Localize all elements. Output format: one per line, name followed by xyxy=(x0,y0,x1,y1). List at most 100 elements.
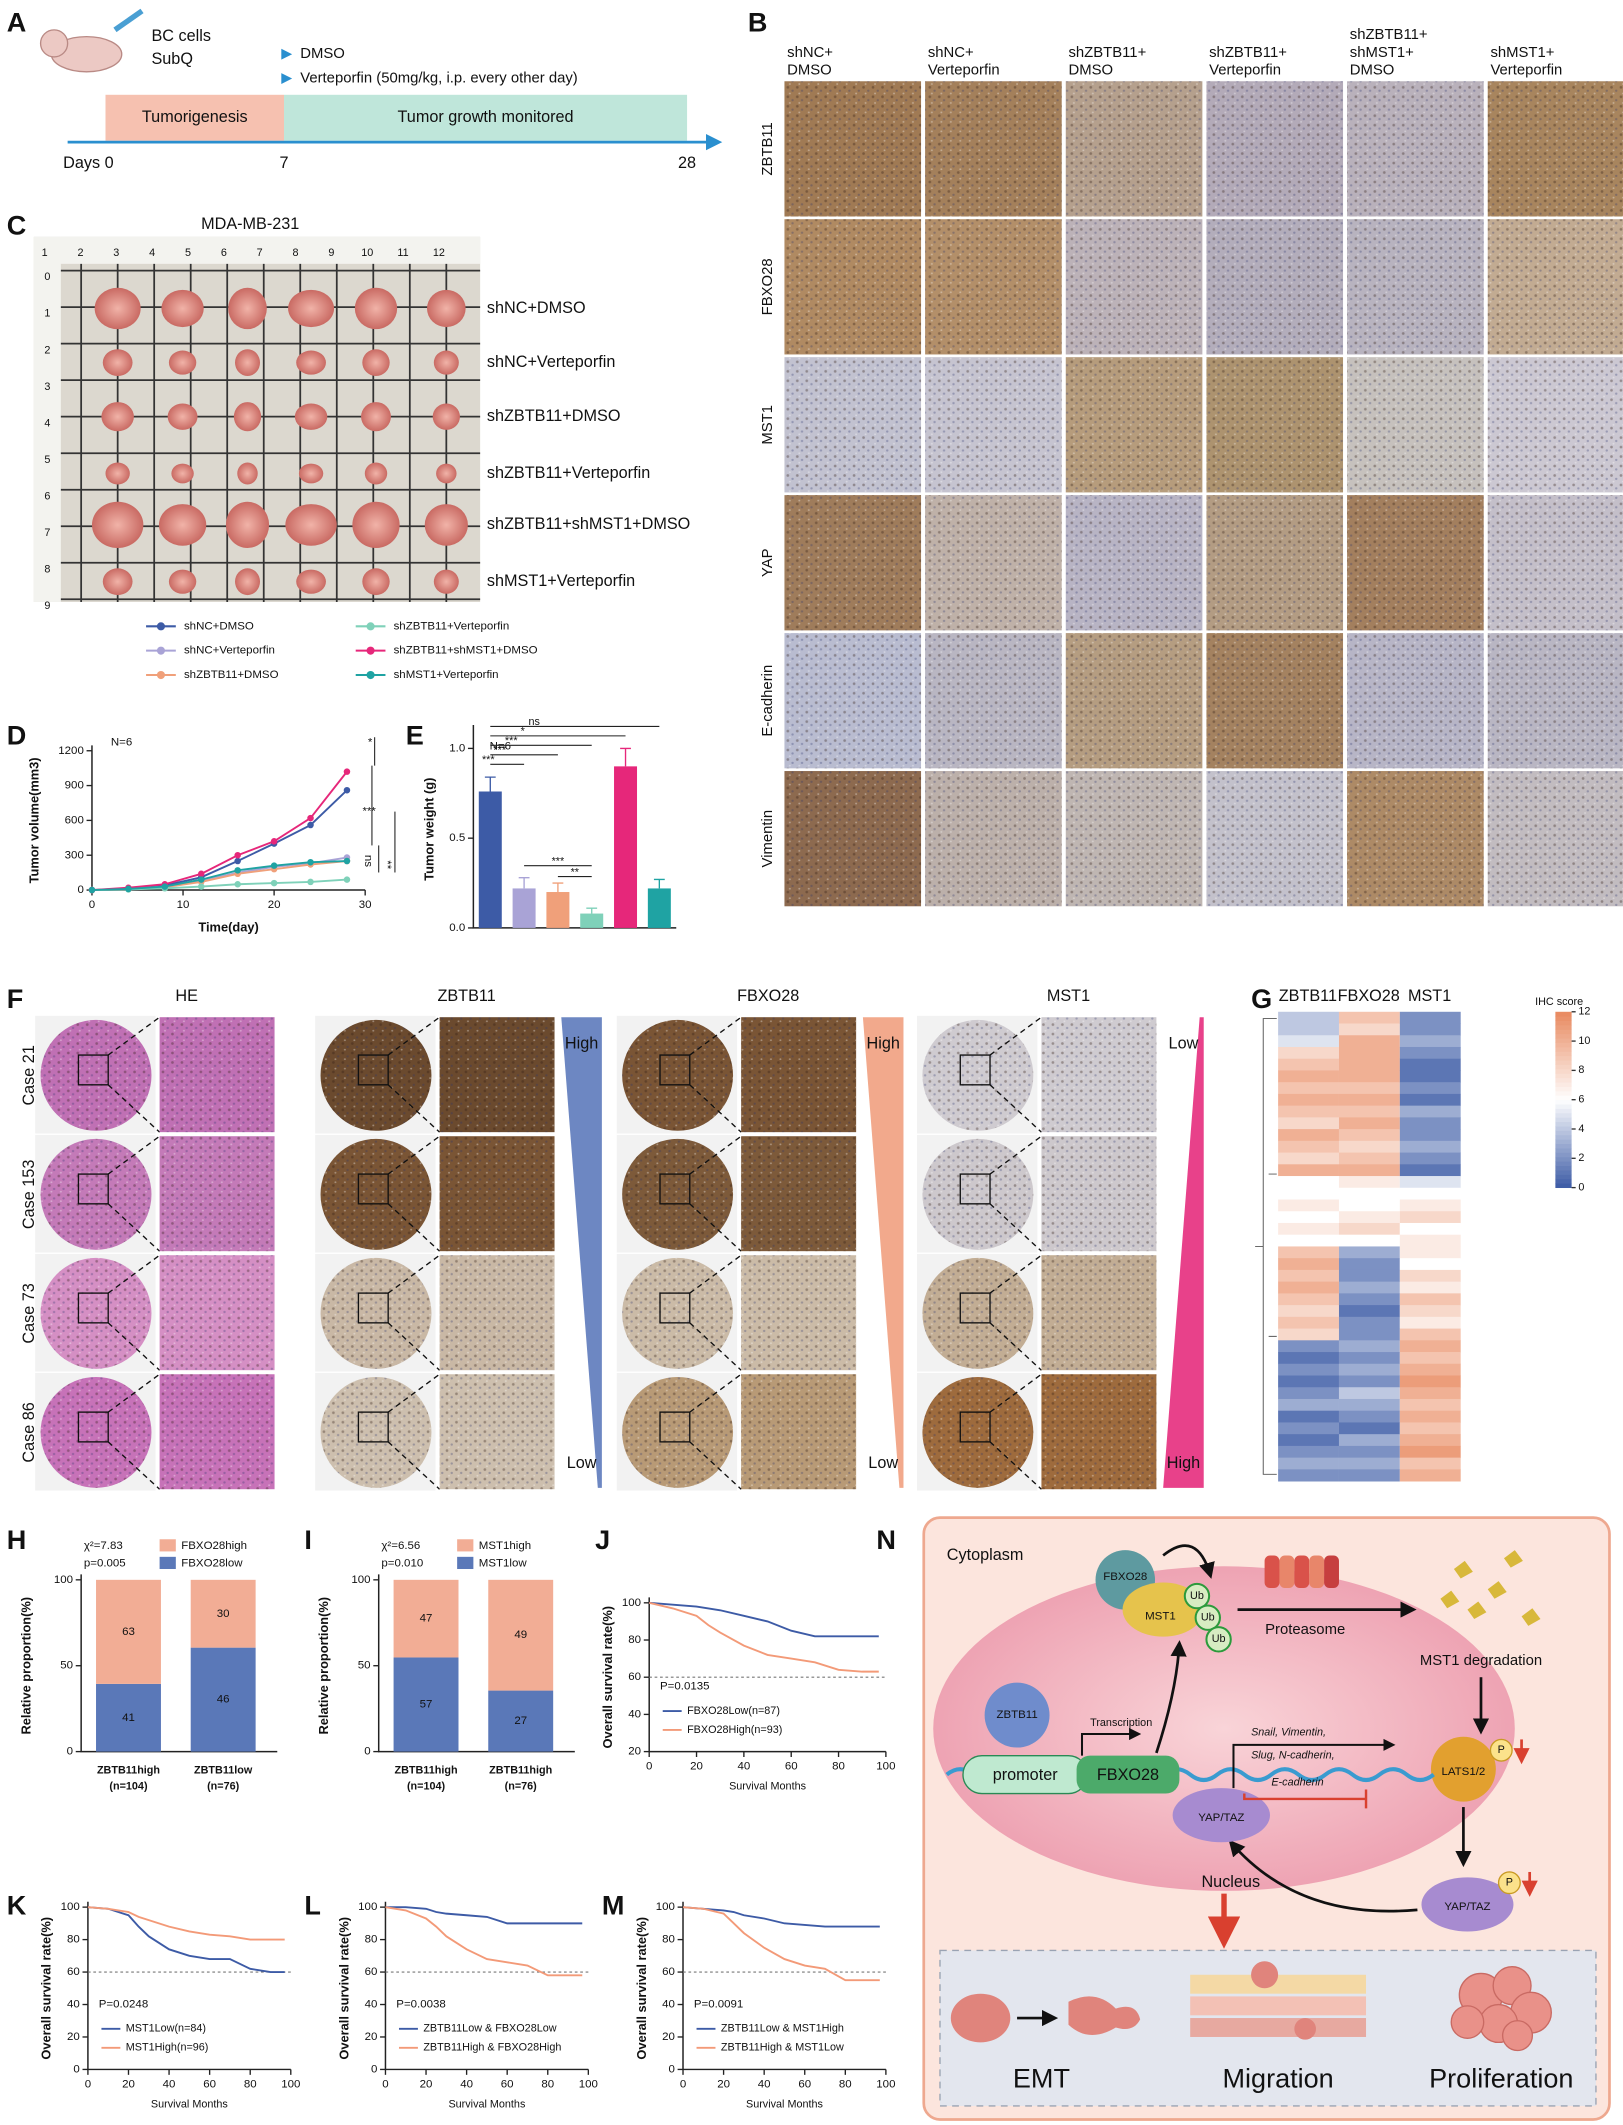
colorbar-step xyxy=(1555,1183,1572,1189)
heat-cell xyxy=(1338,1258,1400,1271)
cell xyxy=(1294,2018,1316,2040)
process-label: MST1 degradation xyxy=(1420,1653,1542,1669)
case-label: Case 21 xyxy=(20,1045,38,1105)
x-tick-label: 60 xyxy=(203,2078,216,2090)
proteasome xyxy=(1264,1555,1280,1588)
heat-cell xyxy=(1338,1246,1400,1259)
ruler-number: 2 xyxy=(77,247,83,259)
colorbar-step xyxy=(1555,1077,1572,1083)
colorbar-step xyxy=(1555,1156,1572,1162)
bar xyxy=(580,913,604,928)
heat-cell xyxy=(1338,1011,1400,1024)
zoom-guide xyxy=(989,1373,1042,1490)
tumor xyxy=(102,568,133,596)
row-label: E-cadherin xyxy=(760,665,776,737)
bar-segment xyxy=(96,1683,161,1752)
tumor xyxy=(352,501,400,549)
error-bar xyxy=(653,878,665,889)
bar-segment xyxy=(488,1690,554,1752)
heat-cell xyxy=(1338,1222,1400,1236)
arrow xyxy=(1155,1640,1187,1754)
heat-cell xyxy=(1278,1434,1339,1447)
heat-cell xyxy=(1278,1140,1339,1153)
tumor xyxy=(167,403,198,430)
ubiquitin xyxy=(1194,1604,1221,1631)
phase: Tumorigenesis xyxy=(142,108,248,126)
ihc-texture xyxy=(1487,495,1623,631)
heat-cell xyxy=(1338,1093,1400,1107)
point xyxy=(343,786,351,794)
point xyxy=(234,867,241,874)
heat-cell xyxy=(1278,1375,1339,1388)
zoom-texture xyxy=(159,1017,275,1133)
protein-label: LATS1/2 xyxy=(1441,1766,1485,1778)
annotation: N=6 xyxy=(490,741,511,753)
ruler xyxy=(33,236,481,264)
panel-label: G xyxy=(1251,984,1272,1014)
annotation: χ²=6.56 xyxy=(381,1540,420,1552)
colorbar-step xyxy=(1555,1038,1572,1043)
legend-marker xyxy=(156,622,166,631)
y-tick-label: 100 xyxy=(622,1597,641,1609)
tissue-texture xyxy=(320,1138,432,1250)
gradient-wedge xyxy=(862,1017,904,1488)
zoom-guide xyxy=(387,1373,441,1490)
value-label: 57 xyxy=(420,1699,433,1711)
ihc-texture xyxy=(1347,357,1484,493)
x-tick-label: 80 xyxy=(541,2078,554,2090)
protein xyxy=(1122,1582,1204,1637)
target-label: Snail, Vimentin, xyxy=(1251,1727,1326,1739)
target-label: Slug, N-cadherin, xyxy=(1251,1750,1335,1762)
row-label: FBXO28 xyxy=(760,258,776,315)
x-tick-note: (n=104) xyxy=(109,1781,148,1793)
heat-cell xyxy=(1278,1070,1339,1083)
tumor xyxy=(237,462,258,485)
point xyxy=(307,878,314,886)
heat-cell xyxy=(1399,1258,1461,1271)
x-tick-label: 100 xyxy=(579,2078,598,2090)
value-label: 47 xyxy=(420,1613,433,1625)
cell xyxy=(1251,1961,1279,1989)
legend-label: ZBTB11High & MST1Low xyxy=(721,2042,844,2054)
panel-label: C xyxy=(7,210,27,240)
y-tick-label: 0 xyxy=(73,2063,79,2075)
heat-cell xyxy=(1278,1199,1339,1212)
ihc-texture xyxy=(784,771,922,907)
zoom-texture xyxy=(159,1255,275,1371)
point xyxy=(161,883,169,890)
cell xyxy=(950,1993,1011,2043)
column-header: ZBTB11 xyxy=(1279,987,1337,1005)
x-tick-label: ZBTB11high xyxy=(97,1764,160,1776)
y-tick-label: 60 xyxy=(67,1966,80,1978)
tumor xyxy=(94,287,141,330)
panel-label: E xyxy=(406,720,424,750)
x-tick-note: (n=76) xyxy=(505,1781,538,1793)
legend-label: FBXO28high xyxy=(181,1540,247,1552)
zoom-box xyxy=(77,1054,109,1086)
y-axis-label: Relative proportion(%) xyxy=(18,1597,33,1735)
tumor xyxy=(288,289,335,328)
arrow xyxy=(1162,1544,1215,1579)
heat-cell xyxy=(1338,1234,1400,1247)
day: Days 0 xyxy=(63,154,113,172)
x-tick-label: 40 xyxy=(460,2078,473,2090)
annotation: P=0.0091 xyxy=(694,1999,743,2011)
tumor xyxy=(102,349,133,376)
photo-title: MDA-MB-231 xyxy=(201,215,299,233)
heat-cell xyxy=(1399,1082,1461,1095)
colorbar-step xyxy=(1555,1165,1572,1171)
heat-cell xyxy=(1338,1410,1400,1423)
x-axis-label: Survival Months xyxy=(746,2098,824,2110)
y-tick-label: 100 xyxy=(54,1574,73,1586)
heat-cell xyxy=(1399,1023,1461,1036)
heat-cell xyxy=(1338,1129,1400,1142)
heat-cell xyxy=(1278,1082,1339,1095)
heat-cell xyxy=(1338,1105,1400,1118)
legend-label: MST1High(n=96) xyxy=(126,2042,209,2054)
colorbar-step xyxy=(1555,1108,1572,1114)
ihc-texture xyxy=(1206,219,1344,355)
tumor xyxy=(436,463,457,484)
heat-cell xyxy=(1278,1211,1339,1224)
legend-label: shNC+DMSO xyxy=(184,620,254,632)
y-tick-label: 40 xyxy=(365,1999,378,2011)
